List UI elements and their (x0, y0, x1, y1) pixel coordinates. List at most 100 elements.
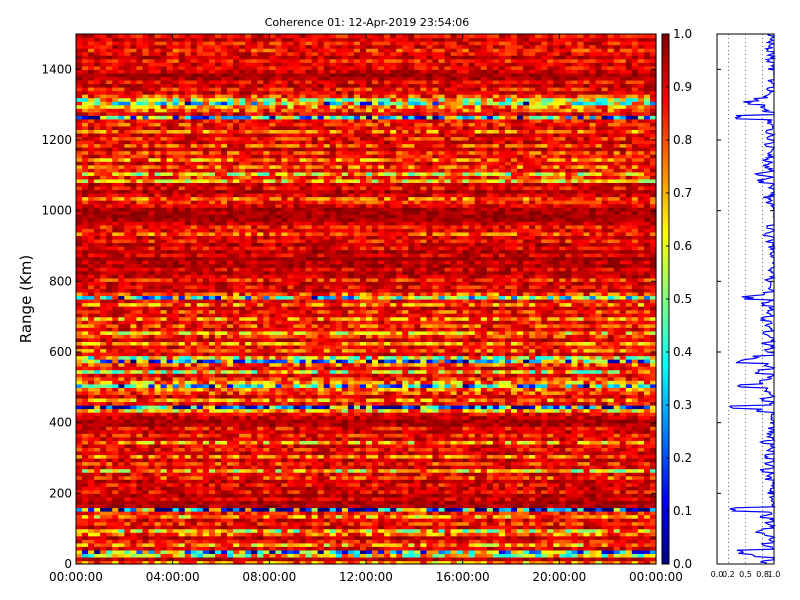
heatmap-cell (541, 426, 548, 431)
heatmap-cell (184, 556, 192, 562)
heatmap-cell (257, 546, 264, 551)
heatmap-cell (486, 479, 494, 484)
heatmap-cell (148, 493, 156, 498)
heatmap-cell (583, 486, 591, 491)
heatmap-cell (498, 405, 506, 410)
heatmap-cell (208, 440, 216, 445)
heatmap-cell (529, 426, 536, 431)
heatmap-cell (571, 489, 579, 494)
heatmap-cell (432, 525, 440, 530)
heatmap-cell (607, 511, 615, 516)
heatmap-cell (565, 553, 573, 558)
heatmap-cell (154, 496, 162, 501)
heatmap-cell (583, 454, 591, 459)
heatmap-cell (142, 514, 150, 519)
heatmap-cell (347, 426, 355, 431)
heatmap-cell (335, 401, 343, 406)
heatmap-cell (414, 454, 421, 459)
heatmap-cell (402, 415, 409, 420)
heatmap-cell (317, 525, 325, 530)
heatmap-cell (208, 401, 216, 406)
heatmap-cell (559, 394, 566, 399)
heatmap-cell (287, 500, 295, 505)
heatmap-cell (275, 397, 283, 403)
heatmap-cell (233, 535, 240, 540)
heatmap-cell (106, 433, 113, 438)
heatmap-cell (601, 468, 609, 473)
heatmap-cell (233, 539, 240, 544)
heatmap-cell (281, 433, 289, 438)
heatmap-cell (613, 556, 621, 562)
heatmap-cell (450, 408, 458, 413)
heatmap-cell (535, 525, 542, 530)
heatmap-cell (511, 521, 518, 526)
heatmap-cell (414, 525, 421, 530)
heatmap-cell (263, 542, 270, 547)
heatmap-cell (184, 415, 192, 420)
heatmap-cell (420, 493, 428, 498)
heatmap-cell (287, 422, 295, 427)
heatmap-cell (595, 468, 603, 473)
heatmap-cell (221, 412, 228, 417)
heatmap-cell (649, 440, 657, 445)
heatmap-cell (100, 489, 107, 494)
heatmap-cell (269, 532, 276, 537)
heatmap-cell (239, 383, 246, 388)
heatmap-cell (426, 518, 434, 523)
heatmap-cell (408, 440, 415, 445)
heatmap-cell (577, 397, 585, 403)
heatmap-cell (227, 535, 234, 540)
heatmap-cell (160, 440, 168, 445)
heatmap-cell (504, 450, 512, 456)
heatmap-cell (547, 511, 554, 516)
heatmap-cell (408, 493, 415, 498)
heatmap-cell (317, 426, 325, 431)
heatmap-cell (94, 397, 101, 403)
heatmap-cell (372, 535, 379, 540)
heatmap-cell (390, 458, 397, 463)
heatmap-cell (625, 383, 633, 388)
heatmap-cell (535, 503, 542, 509)
heatmap-cell (269, 433, 276, 438)
heatmap-cell (613, 419, 621, 424)
heatmap-cell (523, 465, 530, 470)
heatmap-cell (214, 405, 222, 410)
heatmap-cell (408, 532, 415, 537)
heatmap-cell (341, 489, 349, 494)
heatmap-cell (468, 521, 476, 526)
heatmap-cell (160, 479, 168, 484)
heatmap-cell (589, 422, 597, 427)
heatmap-cell (492, 556, 500, 562)
heatmap-cell (323, 450, 331, 456)
heatmap-cell (208, 560, 216, 565)
heatmap-cell (106, 553, 113, 558)
heatmap-cell (480, 539, 488, 544)
heatmap-cell (263, 475, 270, 480)
heatmap-cell (601, 450, 609, 456)
heatmap-cell (649, 465, 657, 470)
heatmap-cell (420, 405, 428, 410)
heatmap-cell (498, 472, 506, 477)
heatmap-cell (196, 528, 204, 533)
heatmap-cell (118, 511, 125, 516)
heatmap-cell (76, 535, 83, 540)
heatmap-cell (444, 539, 452, 544)
heatmap-cell (335, 405, 343, 410)
heatmap-cell (100, 521, 107, 526)
heatmap-cell (384, 489, 391, 494)
heatmap-cell (468, 426, 476, 431)
heatmap-cell (136, 408, 144, 413)
heatmap-cell (106, 436, 113, 441)
heatmap-cell (221, 426, 228, 431)
heatmap-cell (166, 408, 174, 413)
heatmap-cell (402, 394, 409, 399)
heatmap-cell (214, 440, 222, 445)
heatmap-cell (178, 511, 186, 516)
heatmap-cell (275, 415, 283, 420)
heatmap-cell (323, 542, 331, 547)
heatmap-cell (172, 489, 180, 494)
heatmap-cell (366, 465, 373, 470)
heatmap-cell (378, 493, 385, 498)
heatmap-cell (311, 507, 319, 512)
heatmap-cell (595, 475, 603, 480)
